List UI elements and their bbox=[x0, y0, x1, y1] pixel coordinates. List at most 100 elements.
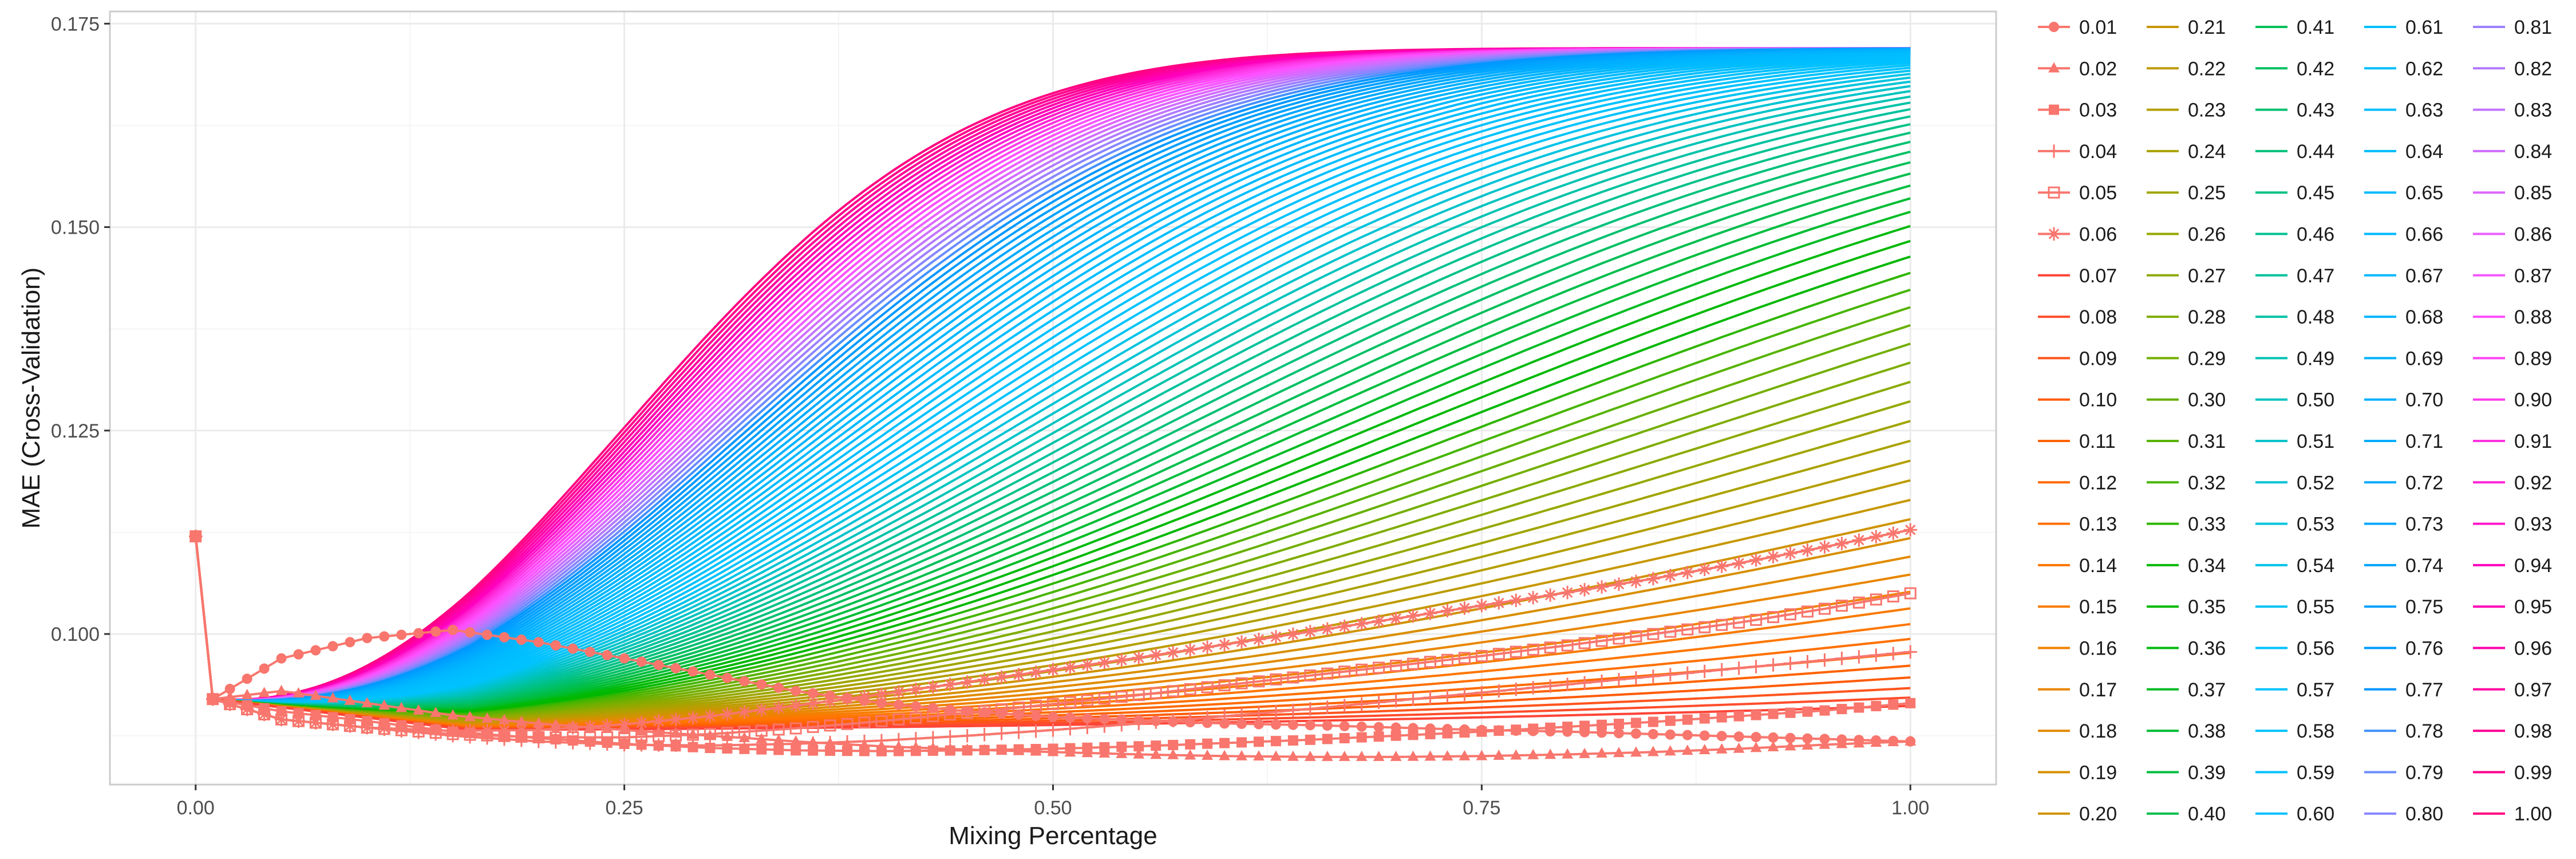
series-marker-0.01 bbox=[533, 637, 544, 648]
series-marker-0.02 bbox=[481, 712, 493, 723]
series-marker-0.06 bbox=[1560, 585, 1574, 600]
series-marker-0.03 bbox=[1785, 707, 1796, 718]
series-marker-0.06 bbox=[463, 724, 477, 738]
series-marker-0.06 bbox=[274, 712, 289, 727]
legend-label: 0.19 bbox=[2079, 762, 2117, 783]
series-marker-0.05 bbox=[1630, 630, 1642, 643]
series-marker-0.04 bbox=[1509, 683, 1523, 696]
series-marker-0.03 bbox=[927, 745, 938, 756]
legend-label: 0.28 bbox=[2188, 306, 2226, 328]
series-marker-0.01 bbox=[1665, 729, 1676, 740]
series-marker-0.06 bbox=[754, 703, 768, 717]
series-line-0.72 bbox=[194, 48, 1911, 703]
legend-label: 0.58 bbox=[2297, 720, 2334, 742]
series-marker-0.02 bbox=[1544, 748, 1556, 759]
series-marker-0.03 bbox=[1151, 740, 1161, 751]
legend-label: 0.85 bbox=[2514, 182, 2552, 204]
legend-label: 0.95 bbox=[2514, 596, 2552, 618]
series-marker-0.06 bbox=[1080, 658, 1095, 672]
series-marker-0.02 bbox=[310, 689, 322, 700]
legend-label: 0.86 bbox=[2514, 224, 2552, 246]
series-marker-0.03 bbox=[996, 744, 1007, 755]
series-marker-0.01 bbox=[345, 637, 355, 648]
series-marker-0.05 bbox=[1218, 679, 1231, 692]
series-marker-0.01 bbox=[722, 672, 733, 683]
series-marker-0.03 bbox=[1854, 702, 1864, 713]
series-marker-0.01 bbox=[293, 649, 304, 660]
series-marker-0.02 bbox=[1767, 740, 1779, 751]
series-marker-0.01 bbox=[327, 641, 338, 652]
series-marker-0.06 bbox=[1612, 577, 1626, 591]
series-marker-0.01 bbox=[962, 706, 973, 717]
legend-label: 0.80 bbox=[2405, 803, 2443, 825]
series-marker-0.01 bbox=[1253, 719, 1264, 730]
series-marker-0.06 bbox=[943, 677, 957, 691]
series-marker-0.04 bbox=[1149, 715, 1163, 729]
series-marker-0.04 bbox=[686, 738, 700, 752]
x-tick-label: 0.50 bbox=[1034, 797, 1072, 819]
series-marker-0.06 bbox=[583, 720, 597, 734]
series-marker-0.03 bbox=[1099, 742, 1110, 752]
series-marker-0.02 bbox=[327, 692, 339, 703]
series-marker-0.03 bbox=[859, 746, 870, 756]
legend-label: 0.92 bbox=[2514, 472, 2552, 494]
series-marker-0.01 bbox=[482, 629, 492, 640]
series-marker-0.01 bbox=[567, 643, 578, 654]
series-marker-0.01 bbox=[1305, 720, 1315, 731]
legend-label: 0.40 bbox=[2188, 803, 2226, 825]
series-marker-0.06 bbox=[1097, 656, 1112, 669]
series-marker-0.04 bbox=[1681, 666, 1694, 680]
series-marker-0.03 bbox=[1168, 739, 1179, 750]
series-marker-0.01 bbox=[1030, 711, 1041, 722]
legend-label: 0.24 bbox=[2188, 141, 2226, 163]
series-marker-0.03 bbox=[1082, 742, 1093, 753]
series-line-0.68 bbox=[194, 50, 1911, 703]
series-marker-0.02 bbox=[1698, 743, 1710, 754]
legend-label: 0.16 bbox=[2079, 638, 2117, 660]
series-marker-0.04 bbox=[1457, 687, 1472, 701]
series-marker-0.02 bbox=[1270, 750, 1282, 761]
series-marker-0.05 bbox=[858, 716, 871, 729]
series-marker-0.03 bbox=[1202, 738, 1213, 749]
series-marker-0.03 bbox=[1597, 719, 1607, 730]
series-marker-0.01 bbox=[1768, 732, 1779, 743]
series-marker-0.05 bbox=[1287, 671, 1299, 684]
series-marker-0.04 bbox=[583, 736, 597, 750]
series-marker-0.02 bbox=[241, 688, 253, 699]
series-marker-0.06 bbox=[994, 670, 1009, 684]
series-marker-0.01 bbox=[242, 673, 252, 684]
legend-label: 0.87 bbox=[2514, 265, 2552, 287]
series-marker-0.06 bbox=[1783, 546, 1797, 561]
legend-label: 0.33 bbox=[2188, 514, 2226, 535]
series-marker-0.02 bbox=[1202, 749, 1213, 760]
series-marker-0.06 bbox=[823, 694, 837, 708]
series-marker-0.05 bbox=[1235, 677, 1248, 689]
series-marker-0.04 bbox=[1063, 722, 1077, 736]
series-marker-0.05 bbox=[670, 729, 682, 742]
series-marker-0.03 bbox=[1562, 722, 1573, 732]
series-marker-0.03 bbox=[1373, 731, 1384, 742]
series-marker-0.04 bbox=[617, 738, 631, 752]
series-marker-0.04 bbox=[1818, 653, 1832, 667]
series-marker-0.05 bbox=[1201, 681, 1214, 693]
legend-key-marker bbox=[2047, 227, 2061, 241]
legend-label: 0.66 bbox=[2405, 224, 2443, 246]
series-marker-0.02 bbox=[1476, 750, 1488, 761]
series-marker-0.03 bbox=[1065, 743, 1076, 754]
series-marker-0.01 bbox=[910, 701, 921, 712]
series-marker-0.01 bbox=[1339, 720, 1350, 731]
legend-label: 0.18 bbox=[2079, 720, 2117, 742]
legend: 0.01 0.02 0.03 0.04 0.05 0.06 0.07 0.08 0.09 0.10… bbox=[2038, 17, 2552, 825]
series-marker-0.03 bbox=[1236, 737, 1247, 748]
series-line-0.48 bbox=[194, 101, 1911, 707]
series-marker-0.05 bbox=[892, 713, 905, 726]
series-marker-0.06 bbox=[566, 721, 580, 735]
series-marker-0.05 bbox=[1870, 593, 1882, 606]
series-marker-0.03 bbox=[1287, 735, 1298, 746]
legend-label: 0.79 bbox=[2405, 762, 2443, 783]
series-marker-0.06 bbox=[1218, 637, 1231, 652]
series-marker-0.05 bbox=[1013, 702, 1025, 714]
series-marker-0.06 bbox=[1029, 665, 1043, 679]
series-marker-0.02 bbox=[344, 694, 356, 705]
legend-key-marker bbox=[2049, 104, 2059, 115]
